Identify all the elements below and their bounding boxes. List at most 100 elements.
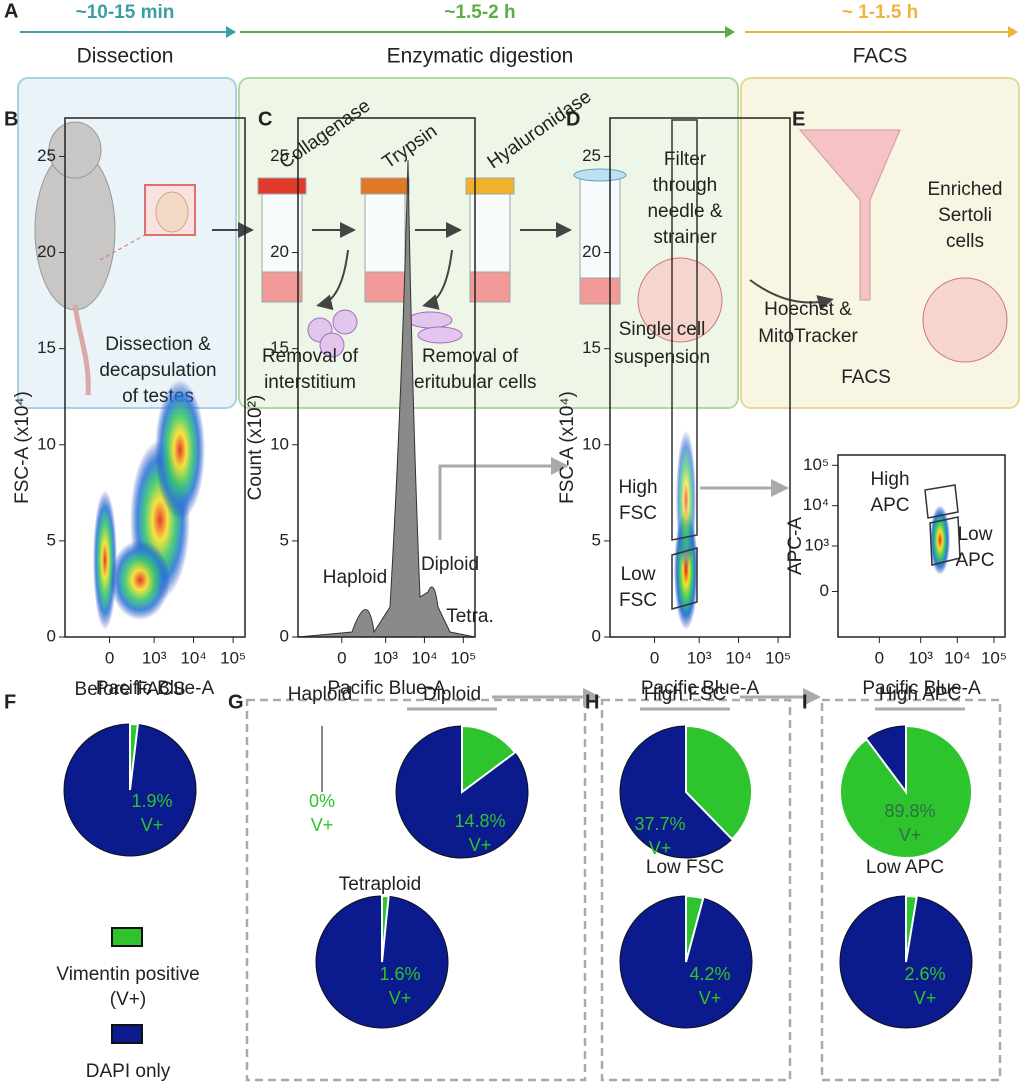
y-axis-title: FSC-A (x10⁴) bbox=[12, 391, 33, 504]
label-line: FSC bbox=[619, 503, 657, 524]
cells bbox=[307, 257, 1008, 363]
label-line: decapsulation bbox=[99, 360, 216, 381]
y-tick-label: 15 bbox=[582, 338, 601, 357]
label-line: FSC bbox=[619, 590, 657, 611]
x-tick-label: 10⁴ bbox=[411, 648, 437, 667]
gate bbox=[924, 484, 961, 566]
y-tick-label: 15 bbox=[270, 338, 289, 357]
panel-letter: F bbox=[4, 691, 16, 713]
x-tick-label: 10³ bbox=[687, 648, 712, 667]
label-line: (V+) bbox=[110, 989, 146, 1010]
pie-value-label: 2.6% bbox=[904, 964, 945, 984]
label-line: needle & bbox=[647, 201, 722, 222]
label-line: FACS bbox=[841, 367, 891, 388]
y-tick-label: 20 bbox=[270, 242, 289, 261]
y-axis-title: Count (x10²) bbox=[245, 395, 266, 501]
x-tick-label: 0 bbox=[650, 648, 659, 667]
pie-sub-label: V+ bbox=[649, 838, 672, 858]
group-frame bbox=[600, 698, 792, 1082]
pie-title: Before FACS bbox=[75, 679, 186, 700]
x-tick-label: 10³ bbox=[373, 648, 398, 667]
stage-name: FACS bbox=[853, 45, 908, 68]
pie-title: High APC bbox=[879, 684, 961, 705]
x-tick-label: 10⁵ bbox=[981, 648, 1007, 667]
y-tick-label: 20 bbox=[582, 242, 601, 261]
y-tick-label: 25 bbox=[270, 146, 289, 165]
stage-arrowhead bbox=[1008, 26, 1018, 38]
label-line: cells bbox=[946, 231, 984, 252]
pie-title: Low FSC bbox=[646, 857, 724, 878]
panel-letter: B bbox=[4, 108, 18, 130]
stage-name: Enzymatic digestion bbox=[387, 45, 574, 68]
density-cloud bbox=[93, 490, 117, 630]
pie-value-label: 4.2% bbox=[689, 964, 730, 984]
plot-frame bbox=[837, 454, 1006, 638]
plot-frame bbox=[64, 117, 246, 638]
x-tick-label: 10³ bbox=[142, 648, 167, 667]
stage-name: Dissection bbox=[77, 45, 174, 68]
tubes bbox=[257, 129, 901, 305]
x-tick-label: 10⁴ bbox=[725, 648, 751, 667]
pie-positive bbox=[685, 724, 753, 841]
y-tick-label: 10⁵ bbox=[803, 455, 829, 474]
panel-letter: E bbox=[792, 108, 805, 130]
pie-sub-label: V+ bbox=[389, 988, 412, 1008]
label-line: Enriched bbox=[928, 179, 1003, 200]
label-line: Vimentin positive bbox=[56, 964, 199, 985]
density-cloud bbox=[155, 380, 205, 520]
label-line: Single cell bbox=[619, 319, 706, 340]
density-cloud bbox=[676, 430, 696, 570]
label-line: through bbox=[653, 175, 717, 196]
y-tick-label: 5 bbox=[592, 530, 601, 549]
x-tick-label: 10⁵ bbox=[450, 648, 476, 667]
y-tick-label: 10 bbox=[37, 434, 56, 453]
y-tick-label: 0 bbox=[820, 581, 829, 600]
label-line: DAPI only bbox=[86, 1061, 171, 1082]
pie-positive bbox=[461, 724, 517, 794]
pie-remainder bbox=[619, 725, 733, 859]
label-line: Hoechst & bbox=[764, 299, 852, 320]
stage-time: ~10-15 min bbox=[76, 2, 175, 23]
label-line: Removal of bbox=[422, 346, 519, 367]
pie-sub-label: V+ bbox=[469, 835, 492, 855]
pie-sub-label: V+ bbox=[699, 988, 722, 1008]
label-line: Low bbox=[621, 564, 656, 585]
pie-value-label: 1.9% bbox=[131, 791, 172, 811]
label-line: suspension bbox=[614, 347, 710, 368]
pie-value-label: 37.7% bbox=[634, 814, 685, 834]
plot-frame bbox=[297, 117, 476, 638]
label-line: Filter bbox=[664, 149, 707, 170]
label-line: Dissection & bbox=[105, 334, 211, 355]
y-tick-label: 0 bbox=[280, 626, 289, 645]
pie-title: Haploid bbox=[288, 684, 352, 705]
panel-letter: I bbox=[802, 691, 808, 713]
y-tick-label: 25 bbox=[37, 146, 56, 165]
group-frame bbox=[245, 698, 587, 1082]
connector-arrows bbox=[438, 457, 821, 706]
label-line: Removal of bbox=[262, 346, 359, 367]
y-tick-label: 10³ bbox=[804, 535, 829, 554]
label-line: High bbox=[618, 477, 657, 498]
pie-positive bbox=[381, 894, 390, 963]
label-line: Sertoli bbox=[938, 205, 992, 226]
y-tick-label: 10 bbox=[582, 434, 601, 453]
legend-swatch bbox=[111, 927, 143, 947]
panel-letter: D bbox=[566, 108, 580, 130]
x-tick-label: 0 bbox=[105, 648, 114, 667]
y-tick-label: 25 bbox=[582, 146, 601, 165]
label-line: interstitium bbox=[264, 372, 356, 393]
pie-sub-label: V+ bbox=[899, 825, 922, 845]
pie-value-label: 89.8% bbox=[884, 801, 935, 821]
panel-letter: A bbox=[4, 0, 18, 22]
y-tick-label: 15 bbox=[37, 338, 56, 357]
stage-time: ~ 1-1.5 h bbox=[842, 2, 919, 23]
y-tick-label: 10⁴ bbox=[803, 495, 829, 514]
x-tick-label: 0 bbox=[337, 648, 346, 667]
pie-positive bbox=[839, 724, 973, 859]
x-tick-label: 10⁵ bbox=[220, 648, 246, 667]
pie-value-label: 1.6% bbox=[379, 964, 420, 984]
pie-positive bbox=[685, 894, 705, 963]
y-tick-label: 5 bbox=[280, 530, 289, 549]
x-tick-label: 10⁵ bbox=[765, 648, 791, 667]
